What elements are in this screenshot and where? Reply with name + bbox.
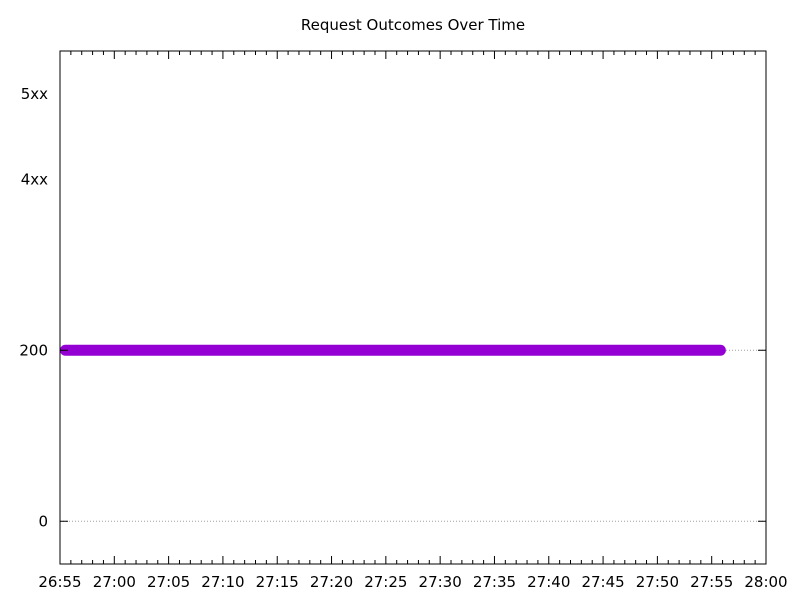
y-tick-label: 200 <box>19 341 48 359</box>
plot-frame <box>59 50 767 565</box>
x-tick-label: 27:40 <box>527 573 570 591</box>
x-tick-label: 27:10 <box>201 573 244 591</box>
x-tick-label: 27:00 <box>93 573 136 591</box>
x-tick-label: 27:55 <box>690 573 733 591</box>
x-tick-label: 26:55 <box>38 573 81 591</box>
x-tick-label: 27:15 <box>256 573 299 591</box>
x-tick-label: 27:35 <box>473 573 516 591</box>
x-tick-label: 27:05 <box>147 573 190 591</box>
x-tick-label: 27:50 <box>636 573 679 591</box>
x-tick-label: 28:00 <box>744 573 787 591</box>
grid-layer <box>60 349 766 522</box>
chart-title: Request Outcomes Over Time <box>301 16 525 34</box>
y-tick-label: 0 <box>38 512 48 530</box>
x-tick-label: 27:45 <box>581 573 624 591</box>
y-tick-label: 4xx <box>21 170 48 188</box>
x-tick-label: 27:20 <box>310 573 353 591</box>
y-tick-label: 5xx <box>21 85 48 103</box>
tick-layer <box>59 51 767 564</box>
x-tick-label: 27:25 <box>364 573 407 591</box>
x-tick-label: 27:30 <box>419 573 462 591</box>
label-layer: 26:55 27:00 27:05 27:10 27:15 27:20 27:25 27:30… <box>19 85 787 591</box>
